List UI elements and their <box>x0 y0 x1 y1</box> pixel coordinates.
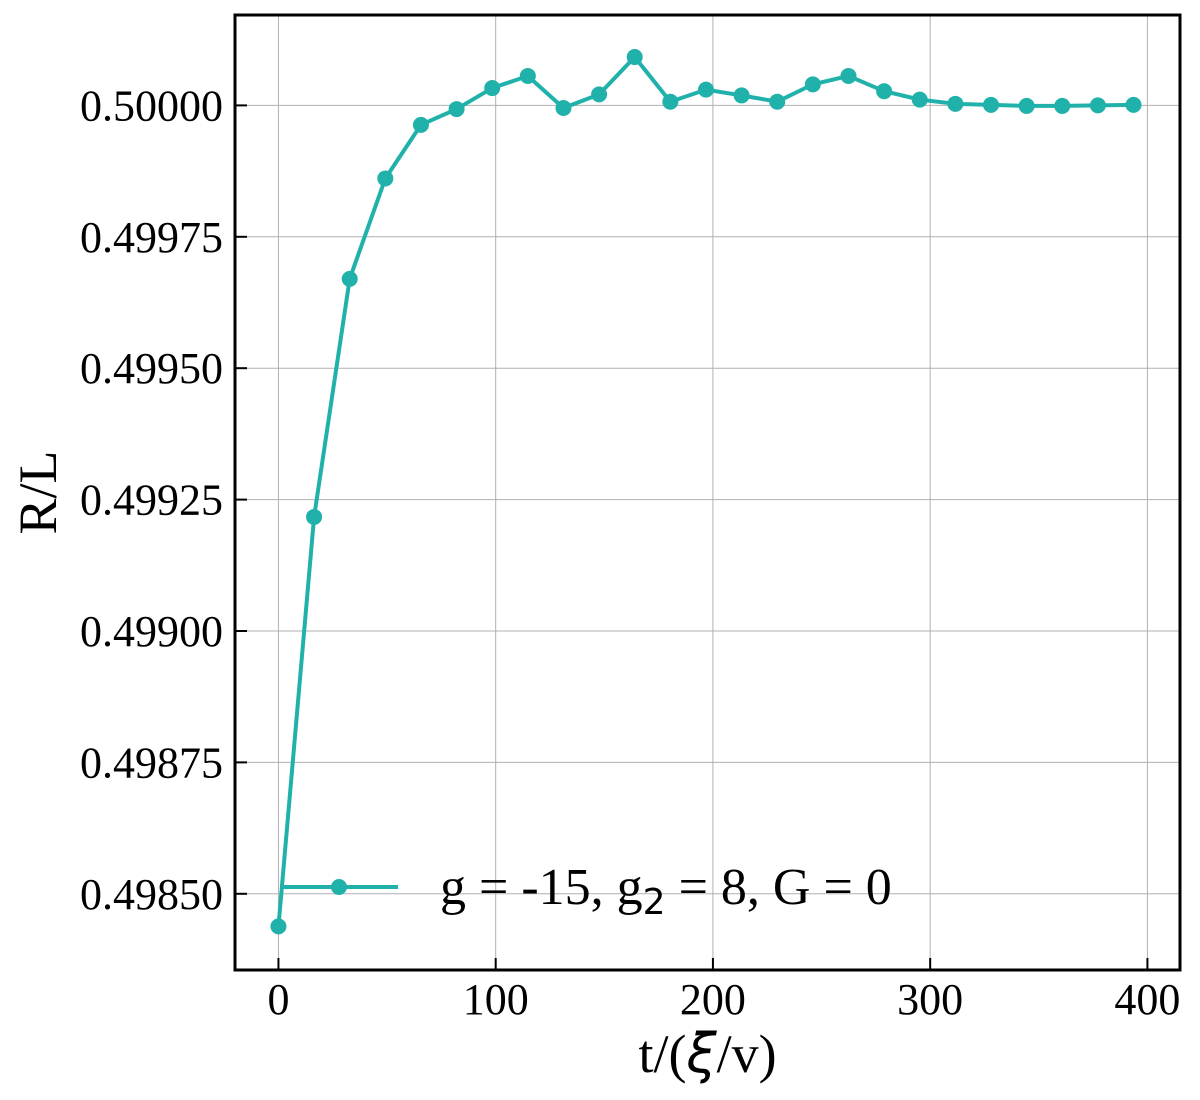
data-point <box>484 80 501 97</box>
legend-marker <box>331 879 347 895</box>
data-point <box>341 270 358 287</box>
data-point <box>697 81 714 98</box>
x-tick-label: 300 <box>897 975 963 1024</box>
data-point <box>412 116 429 133</box>
data-point <box>662 93 679 110</box>
x-tick-label: 400 <box>1114 975 1180 1024</box>
legend: g = -15, g2 = 8, G = 0 <box>280 859 892 923</box>
data-point <box>769 93 786 110</box>
data-point <box>911 91 928 108</box>
grid <box>235 15 1180 970</box>
y-axis-label: R/L <box>8 450 68 534</box>
axis-ticks: 0 100 200 300 400 0.49850 0.49875 0.49900 0.4992… <box>80 81 1180 1024</box>
data-point <box>377 170 394 187</box>
data-point <box>947 95 964 112</box>
data-point <box>555 100 572 117</box>
data-point <box>306 508 323 525</box>
data-point <box>804 76 821 93</box>
x-tick-label: 100 <box>463 975 529 1024</box>
data-point <box>1018 97 1035 114</box>
x-axis-label: t/(ξ/v) <box>638 1022 776 1085</box>
data-series <box>270 49 1142 935</box>
data-point <box>733 87 750 104</box>
data-point <box>591 86 608 103</box>
y-tick-label: 0.49950 <box>80 344 223 393</box>
x-tick-label: 200 <box>680 975 746 1024</box>
series-line <box>276 55 1134 927</box>
y-tick-label: 0.49875 <box>80 738 223 787</box>
y-tick-label: 0.50000 <box>80 81 223 130</box>
y-tick-label: 0.49975 <box>80 213 223 262</box>
data-point <box>270 918 287 935</box>
y-tick-label: 0.49900 <box>80 607 223 656</box>
plot-frame <box>233 13 1182 972</box>
data-point <box>1089 97 1106 114</box>
data-point <box>626 49 643 66</box>
y-tick-label: 0.49850 <box>80 870 223 919</box>
data-point <box>983 96 999 113</box>
data-point <box>840 67 857 84</box>
data-point <box>519 67 536 84</box>
x-tick-label: 0 <box>267 975 289 1024</box>
data-point <box>448 101 465 118</box>
data-point <box>1125 96 1142 113</box>
data-point <box>876 83 893 100</box>
y-tick-label: 0.49925 <box>80 476 223 525</box>
legend-label: g = -15, g2 = 8, G = 0 <box>440 859 892 923</box>
data-point <box>1054 97 1071 114</box>
